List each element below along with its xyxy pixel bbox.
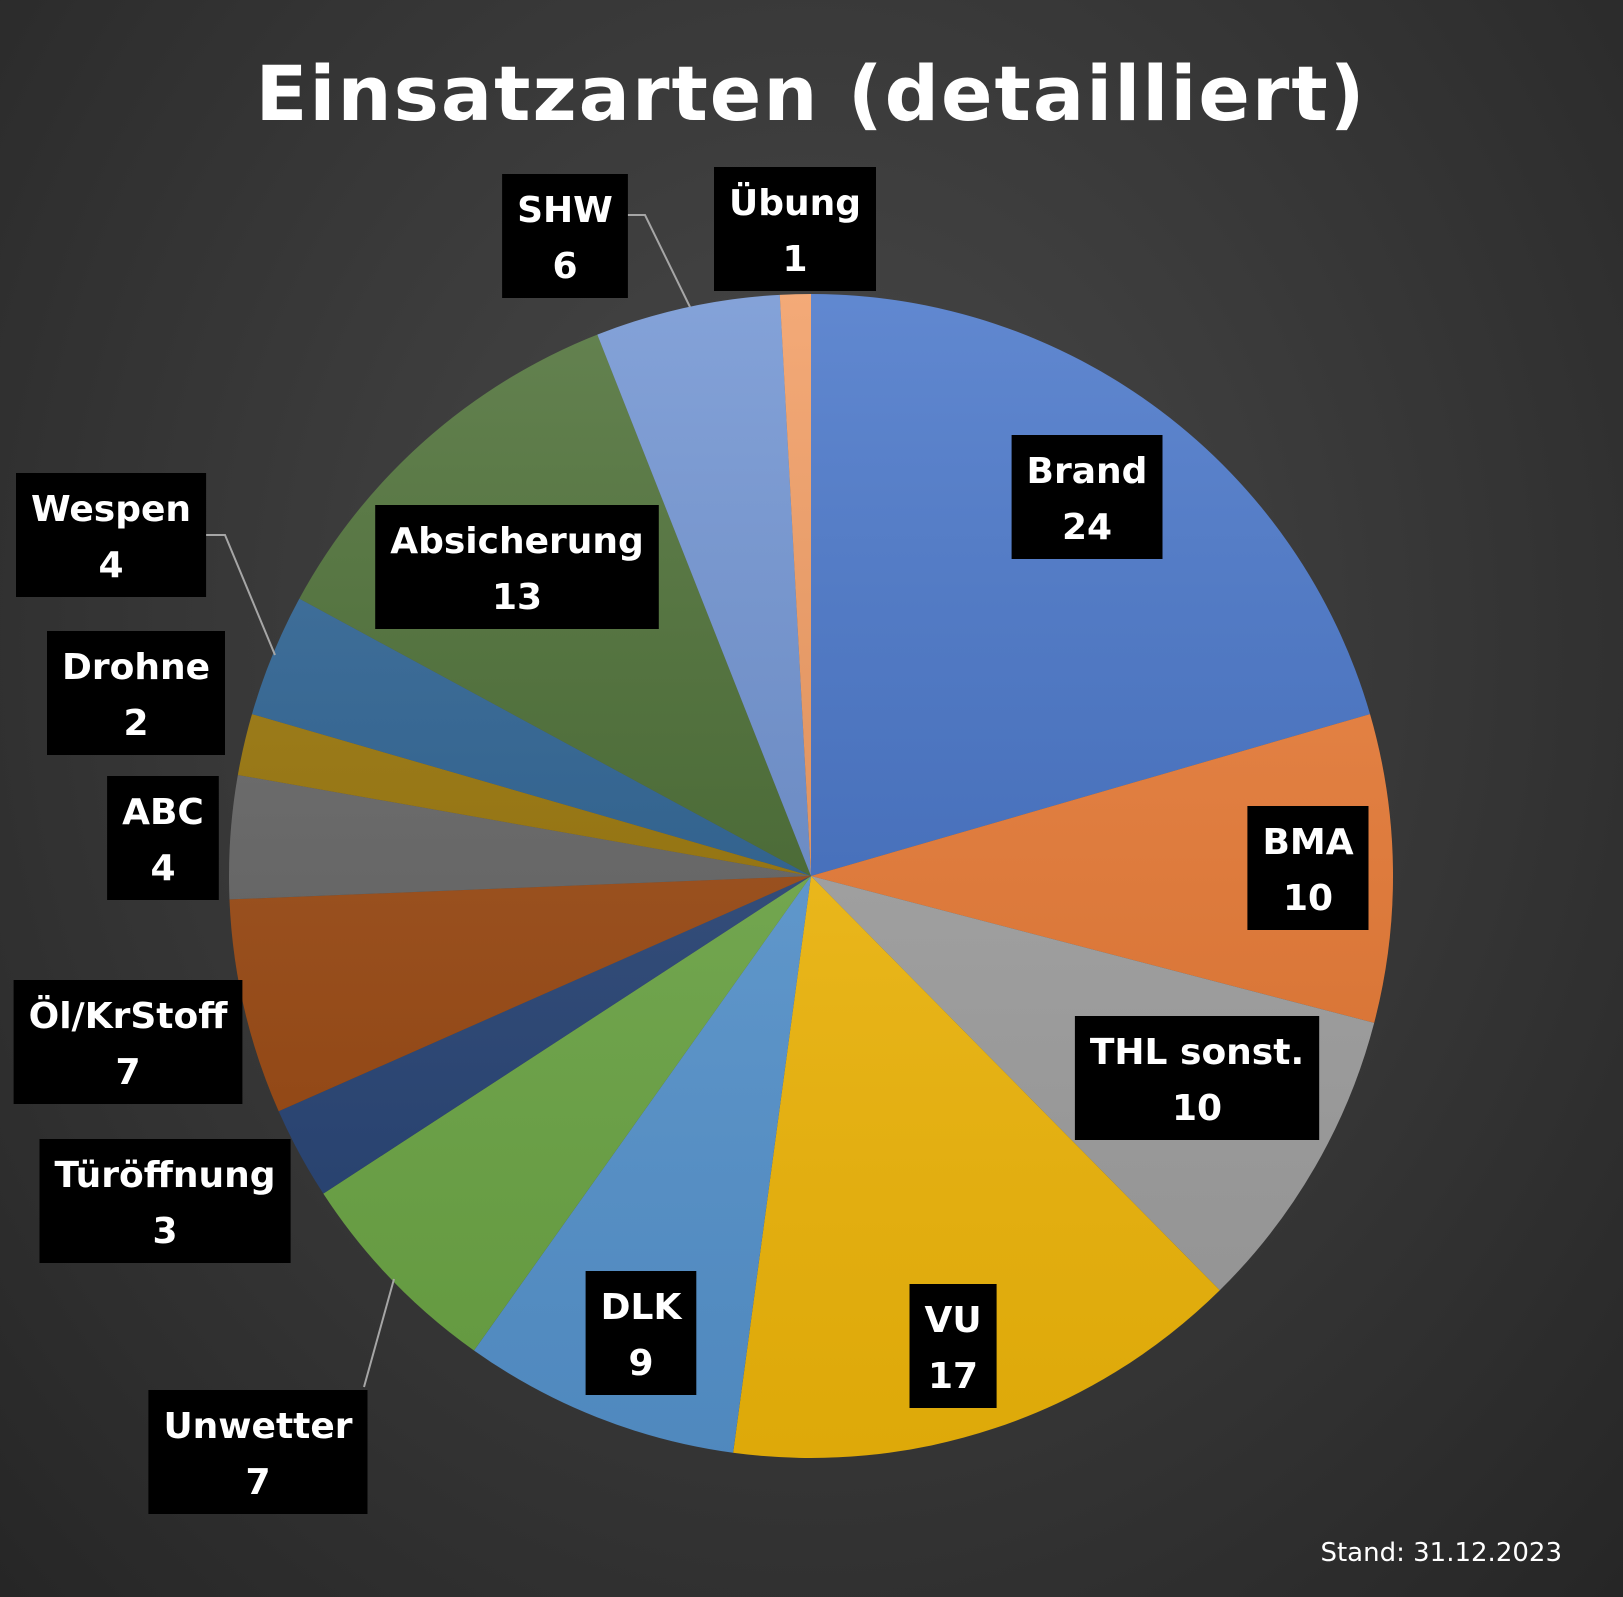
data-label-value: 3: [152, 1211, 177, 1252]
data-label-category: Wespen: [31, 489, 191, 530]
data-label-box: [1011, 435, 1163, 559]
leader-line: [203, 534, 276, 656]
data-label: THL sonst. 10: [1074, 1016, 1320, 1140]
data-label-category: THL sonst.: [1090, 1032, 1304, 1073]
data-label: SHW 6: [502, 174, 628, 298]
data-label-value: 10: [1283, 878, 1333, 919]
data-label-category: Absicherung: [390, 521, 644, 562]
data-label: Öl/KrStoff 7: [13, 980, 243, 1104]
data-label: Türöffnung 3: [39, 1139, 291, 1263]
data-label-value: 7: [245, 1462, 270, 1503]
data-label: Drohne 2: [47, 631, 225, 755]
data-label-category: DLK: [601, 1287, 683, 1328]
data-label-box: [502, 174, 628, 298]
data-label-category: SHW: [517, 190, 613, 231]
data-label-value: 4: [98, 545, 123, 586]
leader-lines: [203, 214, 691, 1388]
data-label-value: 4: [150, 848, 175, 889]
footnote: Stand: 31.12.2023: [1320, 1538, 1562, 1568]
data-label: Wespen 4: [16, 473, 207, 597]
data-label: Brand 24: [1011, 435, 1163, 559]
data-label-box: [107, 776, 219, 900]
leader-line: [626, 214, 691, 308]
data-label: DLK 9: [585, 1271, 697, 1395]
data-label-category: ABC: [122, 792, 204, 833]
data-label-category: BMA: [1262, 822, 1353, 863]
data-label-value: 7: [115, 1052, 140, 1093]
data-label-box: [16, 473, 207, 597]
data-label-category: Drohne: [62, 647, 210, 688]
data-label: VU 17: [909, 1284, 997, 1408]
data-label: BMA 10: [1247, 806, 1369, 930]
data-label: ABC 4: [107, 776, 219, 900]
data-label-box: [39, 1139, 291, 1263]
data-label: Übung 1: [714, 167, 876, 291]
data-label-category: Brand: [1027, 451, 1148, 492]
data-label-value: 6: [552, 246, 577, 287]
data-label-category: Türöffnung: [54, 1155, 275, 1196]
data-label-category: Übung: [729, 182, 861, 224]
leader-line: [363, 1278, 395, 1388]
data-label-box: [909, 1284, 997, 1408]
data-label-value: 10: [1172, 1088, 1222, 1129]
data-label-box: [47, 631, 225, 755]
chart-title: Einsatzarten (detailliert): [256, 49, 1367, 138]
data-label: Absicherung 13: [375, 505, 659, 629]
data-label-box: [13, 980, 243, 1104]
data-label-box: [148, 1390, 368, 1514]
data-label: Unwetter 7: [148, 1390, 368, 1514]
data-label-value: 13: [492, 577, 542, 618]
data-label-box: [714, 167, 876, 291]
data-label-value: 1: [782, 239, 807, 280]
data-label-value: 24: [1062, 507, 1112, 548]
pie-slices: [228, 294, 1394, 1458]
data-label-box: [375, 505, 659, 629]
data-label-category: VU: [924, 1300, 981, 1341]
data-label-value: 17: [928, 1356, 978, 1397]
data-label-box: [1247, 806, 1369, 930]
data-label-value: 9: [628, 1343, 653, 1384]
data-label-category: Öl/KrStoff: [29, 995, 229, 1037]
data-label-box: [1074, 1016, 1320, 1140]
data-label-box: [585, 1271, 697, 1395]
data-label-value: 2: [123, 703, 148, 744]
data-label-category: Unwetter: [163, 1406, 352, 1447]
